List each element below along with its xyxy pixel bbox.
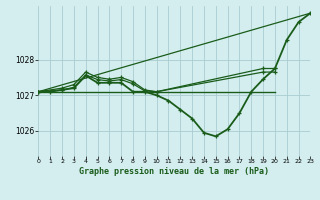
X-axis label: Graphe pression niveau de la mer (hPa): Graphe pression niveau de la mer (hPa) xyxy=(79,167,269,176)
